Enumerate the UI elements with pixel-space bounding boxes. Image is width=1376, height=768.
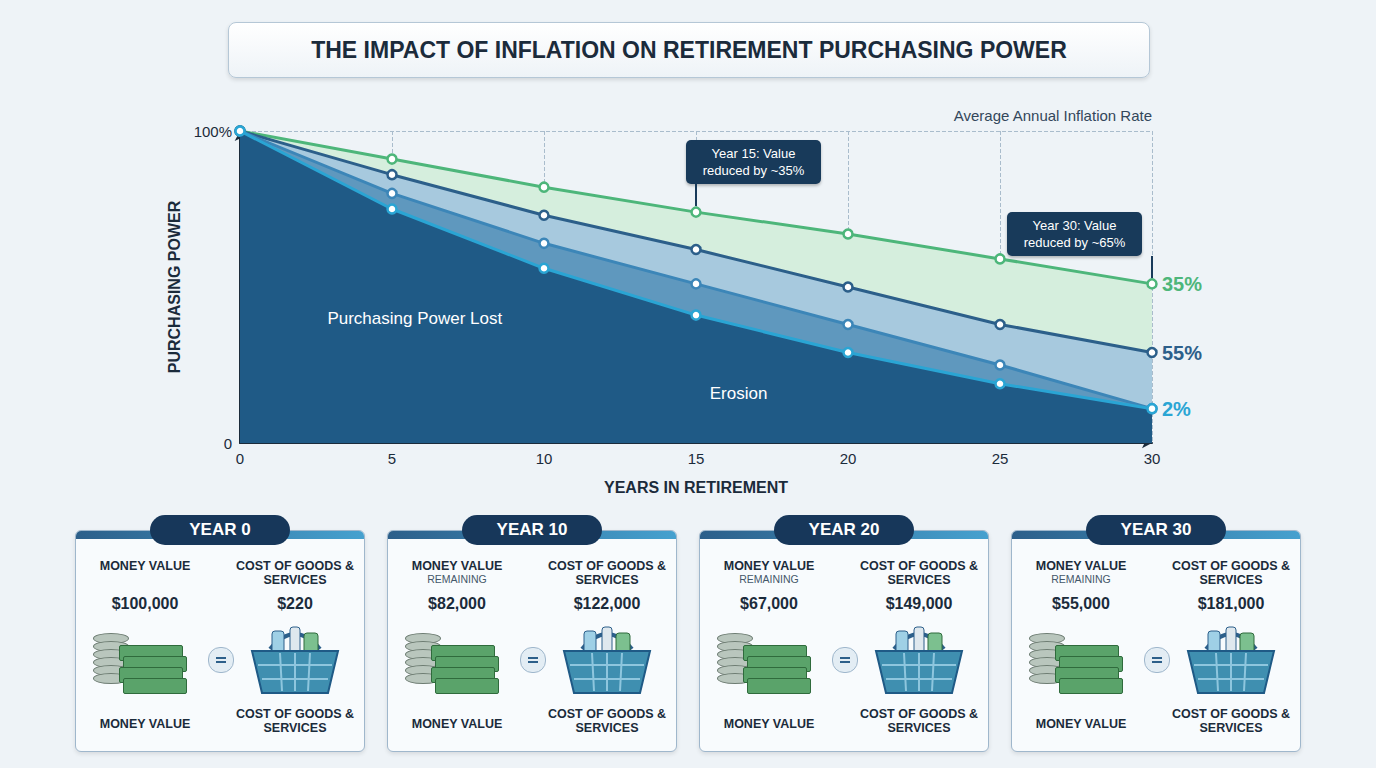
html-text:COST OF GOODS & SERVICES: COST OF GOODS & SERVICES xyxy=(860,707,978,735)
html-text:$181,000: $181,000 xyxy=(1197,595,1265,612)
svg-text:35%: 35% xyxy=(1162,273,1202,295)
svg-text:25: 25 xyxy=(992,450,1009,467)
html-text:COST OF GOODS & SERVICES: COST OF GOODS & SERVICES xyxy=(548,559,666,587)
html-text:COST OF GOODS & SERVICES: COST OF GOODS & SERVICES xyxy=(1172,707,1290,735)
html-text:YEAR 0: YEAR 0 xyxy=(189,520,251,539)
html-text:YEAR 30: YEAR 30 xyxy=(1120,520,1192,539)
html-text:COST OF GOODS & SERVICES: COST OF GOODS & SERVICES xyxy=(860,559,978,587)
html-text:$55,000: $55,000 xyxy=(1052,595,1110,612)
svg-text:10: 10 xyxy=(536,450,553,467)
html-text:$149,000: $149,000 xyxy=(885,595,953,612)
svg-text:5: 5 xyxy=(388,450,396,467)
html-text:MONEY VALUE: MONEY VALUE xyxy=(99,717,191,731)
html-text:REMAINING: REMAINING xyxy=(1051,573,1111,585)
svg-text:0: 0 xyxy=(236,450,244,467)
html-text:$220: $220 xyxy=(277,595,313,612)
svg-text:Purchasing Power Lost: Purchasing Power Lost xyxy=(327,309,502,328)
html-text:REMAINING: REMAINING xyxy=(427,573,487,585)
html-text:Year 15: Value reduced by ~35%: Year 15: Value reduced by ~35% xyxy=(702,146,805,179)
svg-text:100%: 100% xyxy=(194,123,232,140)
html-text:$82,000: $82,000 xyxy=(428,595,486,612)
html-text:THE IMPACT OF INFLATION ON RET: THE IMPACT OF INFLATION ON RETIREMENT PU… xyxy=(311,37,1067,63)
svg-text:15: 15 xyxy=(688,450,705,467)
html-text:MONEY VALUE: MONEY VALUE xyxy=(411,717,503,731)
html-text:COST OF GOODS & SERVICES: COST OF GOODS & SERVICES xyxy=(236,559,354,587)
html-text:REMAINING: REMAINING xyxy=(739,573,799,585)
svg-text:0: 0 xyxy=(224,435,232,452)
html-text:$67,000: $67,000 xyxy=(740,595,798,612)
html-text:YEAR 10: YEAR 10 xyxy=(496,520,568,539)
html-text:$122,000: $122,000 xyxy=(573,595,641,612)
svg-text:PURCHASING POWER: PURCHASING POWER xyxy=(166,200,183,373)
svg-text:55%: 55% xyxy=(1162,342,1202,364)
html-text:COST OF GOODS & SERVICES: COST OF GOODS & SERVICES xyxy=(236,707,354,735)
svg-text:20: 20 xyxy=(840,450,857,467)
svg-text:YEARS IN RETIREMENT: YEARS IN RETIREMENT xyxy=(604,479,788,496)
html-text:Year 30: Value reduced by ~65%: Year 30: Value reduced by ~65% xyxy=(1023,217,1126,250)
html-text:MONEY VALUE: MONEY VALUE xyxy=(1035,559,1127,573)
html-text:COST OF GOODS & SERVICES: COST OF GOODS & SERVICES xyxy=(1172,559,1290,587)
html-text:MONEY VALUE: MONEY VALUE xyxy=(723,717,815,731)
html-text:MONEY VALUE: MONEY VALUE xyxy=(99,559,191,573)
html-text:YEAR 20: YEAR 20 xyxy=(808,520,880,539)
svg-text:30: 30 xyxy=(1144,450,1161,467)
html-text:MONEY VALUE: MONEY VALUE xyxy=(1035,717,1127,731)
svg-text:Average Annual Inflation Rate: Average Annual Inflation Rate xyxy=(954,107,1152,124)
svg-text:Erosion: Erosion xyxy=(710,384,768,403)
html-text:MONEY VALUE: MONEY VALUE xyxy=(411,559,503,573)
html-text:MONEY VALUE: MONEY VALUE xyxy=(723,559,815,573)
svg-text:2%: 2% xyxy=(1162,398,1191,420)
html-text:COST OF GOODS & SERVICES: COST OF GOODS & SERVICES xyxy=(548,707,666,735)
html-text:$100,000: $100,000 xyxy=(111,595,179,612)
